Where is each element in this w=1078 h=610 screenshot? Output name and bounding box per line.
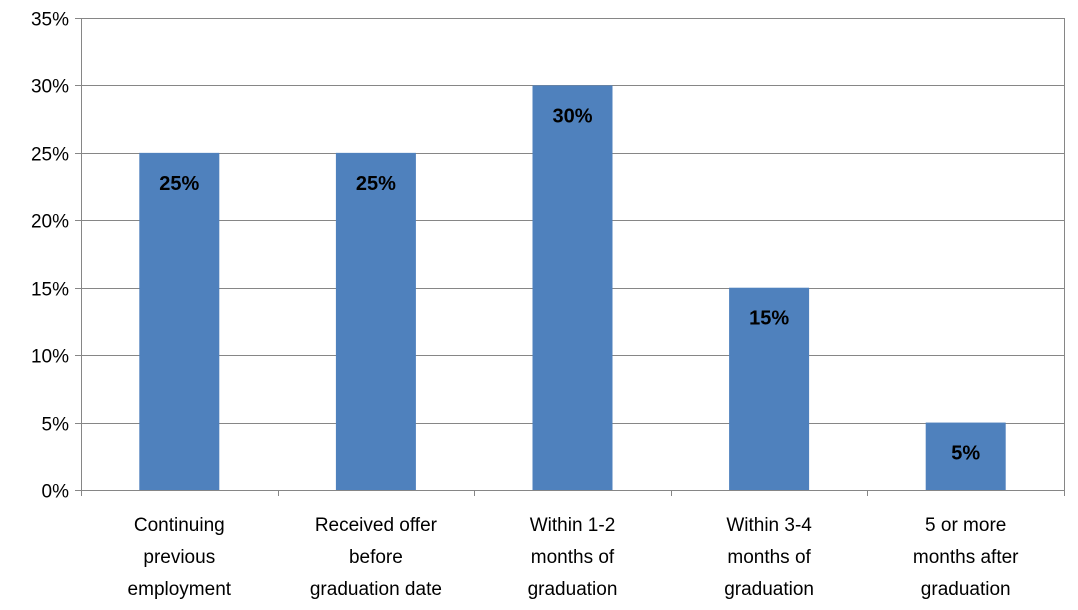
x-tick-label-line: graduation date	[310, 579, 442, 600]
axes	[75, 18, 1065, 496]
labels: 0% 5% 10% 15% 20% 25% 30% 35% 25% Continuing previ…	[31, 10, 1019, 601]
x-tick-label-line: Within 3-4	[726, 515, 812, 536]
x-tick-label: Received offer before graduation date	[310, 515, 442, 600]
x-tick-label-line: before	[349, 547, 403, 568]
y-tick-label: 25%	[31, 145, 69, 166]
bar	[729, 287, 810, 490]
x-tick-label-line: 5 or more	[925, 515, 1006, 536]
x-tick-label-line: graduation	[528, 579, 618, 600]
bar	[139, 152, 220, 490]
data-label: 15%	[749, 308, 789, 330]
data-label: 25%	[159, 173, 199, 195]
x-tick-label: Continuing previous employment	[128, 515, 232, 600]
y-tick-label: 0%	[42, 482, 70, 503]
x-tick-label: Within 3-4 months of graduation	[724, 515, 814, 600]
bar	[532, 85, 613, 490]
x-tick-label-line: graduation	[921, 579, 1011, 600]
x-tick-label-line: Within 1-2	[530, 515, 616, 536]
y-tick-label: 30%	[31, 77, 69, 98]
x-tick-label-line: Continuing	[134, 515, 225, 536]
y-tick-label: 20%	[31, 212, 69, 233]
data-label: 30%	[552, 105, 592, 127]
x-tick-label-line: previous	[143, 547, 215, 568]
y-tick-label: 10%	[31, 347, 69, 368]
y-tick-label: 5%	[42, 415, 70, 436]
y-tick-label: 15%	[31, 280, 69, 301]
bar	[335, 152, 416, 490]
bar	[925, 422, 1006, 490]
data-label: 25%	[356, 173, 396, 195]
data-label: 5%	[951, 443, 980, 465]
x-tick-label: 5 or more months after graduation	[913, 515, 1019, 600]
bars	[139, 85, 1006, 490]
y-tick-label: 35%	[31, 10, 69, 31]
x-tick-label-line: Received offer	[315, 515, 438, 536]
x-tick-label: Within 1-2 months of graduation	[528, 515, 618, 600]
x-tick-label-line: months of	[531, 547, 615, 568]
x-tick-label-line: months after	[913, 547, 1019, 568]
x-tick-label-line: employment	[128, 579, 232, 600]
x-tick-label-line: graduation	[724, 579, 814, 600]
x-tick-label-line: months of	[727, 547, 811, 568]
